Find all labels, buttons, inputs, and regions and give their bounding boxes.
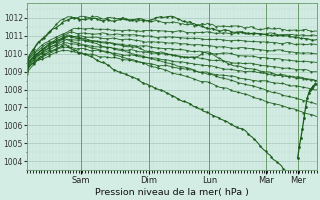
X-axis label: Pression niveau de la mer( hPa ): Pression niveau de la mer( hPa ) (95, 188, 249, 197)
